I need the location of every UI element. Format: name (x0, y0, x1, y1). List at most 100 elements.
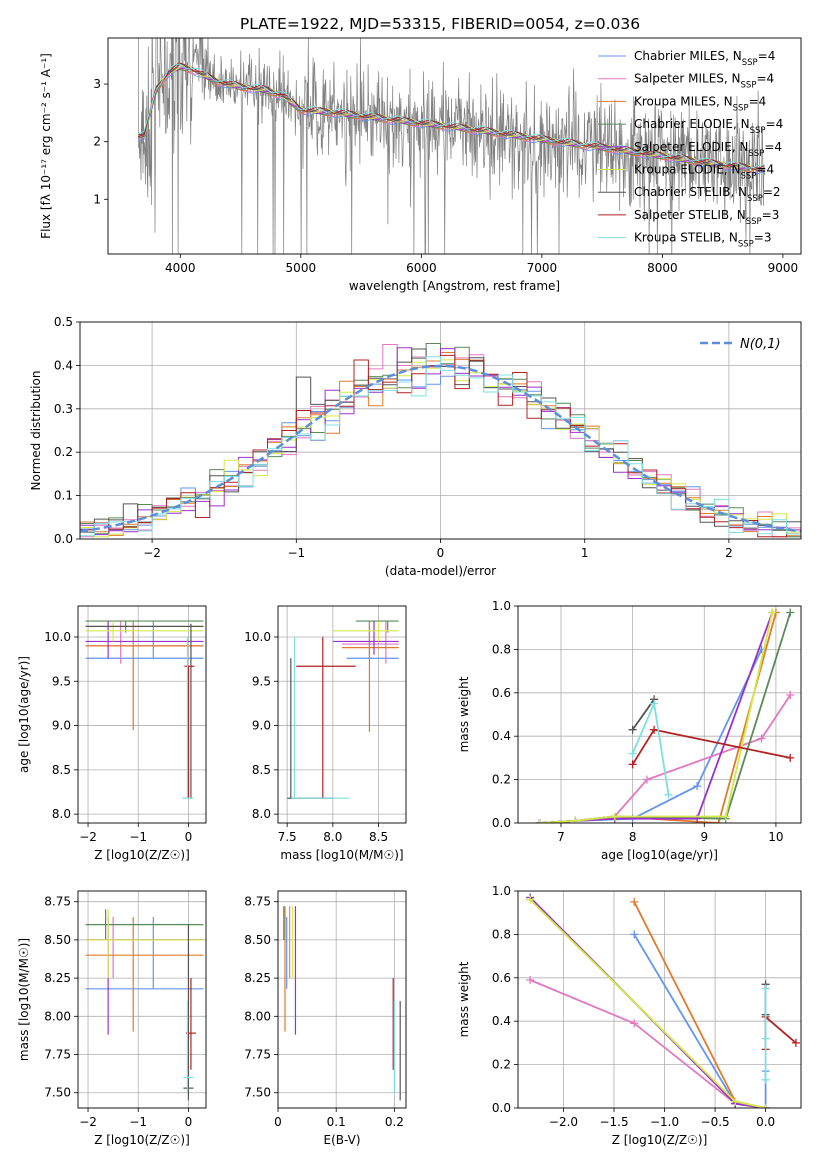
weight-marker (786, 690, 795, 699)
x-axis-label: Z [log10(Z/Z☉)] (612, 1133, 708, 1147)
y-axis-label: mass weight (457, 961, 471, 1037)
y-tick-label: 8.75 (244, 895, 271, 909)
y-tick-label: 8.0 (252, 807, 271, 821)
weight-marker (630, 897, 639, 906)
y-tick-label: 7.75 (44, 1048, 71, 1062)
axes-residuals: −2 −1 0 1 2 0.0 0.1 0.2 0.3 0.4 0.5 (data-model)/er… (29, 315, 802, 578)
x-tick-label: −1 (129, 1115, 147, 1129)
legend-entry: Chabrier MILES, NSSP=4 (634, 49, 775, 68)
x-tick-label: −2 (79, 1115, 97, 1129)
weight-marker (721, 812, 730, 821)
weight-marker (761, 1034, 770, 1043)
weight-line-8 (631, 700, 670, 795)
y-tick-label: 7.75 (244, 1048, 271, 1062)
y-tick-label: 8.5 (52, 763, 71, 777)
weight-line-5 (529, 899, 766, 1108)
x-tick-label: 7000 (527, 261, 558, 275)
y-tick-label: 9.0 (52, 719, 71, 733)
x-tick-label: −0.5 (701, 1115, 730, 1129)
y-tick-label: 8.50 (244, 933, 271, 947)
model-spectrum-6 (138, 63, 765, 171)
axes-frame (517, 890, 802, 1109)
weight-marker (628, 725, 637, 734)
x-tick-label: 4000 (165, 261, 196, 275)
weight-marker (535, 819, 544, 823)
axes-frame (77, 605, 207, 824)
weight-marker (650, 725, 659, 734)
y-tick-label: 0.8 (492, 927, 511, 941)
x-tick-label: 7.5 (278, 830, 297, 844)
x-tick-label: 9 (700, 830, 708, 844)
x-tick-label: 5000 (286, 261, 317, 275)
y-tick-label: 9.5 (52, 674, 71, 688)
weight-line-1 (539, 694, 792, 823)
y-tick-label: 0.2 (492, 773, 511, 787)
weight-line-2 (539, 612, 777, 823)
x-tick-label: 8000 (647, 261, 678, 275)
y-tick-label: 8.25 (244, 971, 271, 985)
y-tick-label: 8.25 (44, 971, 71, 985)
y-axis-label: age [log10(age/yr)] (17, 656, 31, 773)
x-tick-label: 9000 (768, 261, 799, 275)
x-axis-label: age [log10(age/yr)] (601, 848, 718, 862)
y-tick-label: 0.0 (54, 532, 73, 546)
y-axis-label: mass [log10(M/M☉)] (17, 938, 31, 1061)
x-tick-label: 8.0 (323, 830, 342, 844)
axes-Z-weight: −2.0 −1.5 −1.0 −0.5 0.0 0.0 0.2 0.4 0.6 0.8 1.0 Z [… (457, 884, 802, 1147)
figure-title: PLATE=1922, MJD=53315, FIBERID=0054, z=0… (240, 15, 640, 33)
x-tick-label: 0 (185, 1115, 193, 1129)
y-tick-label: 7.50 (44, 1086, 71, 1100)
x-tick-label: −1 (129, 830, 147, 844)
weight-marker (791, 1038, 800, 1047)
plot-area (278, 891, 406, 1108)
legend-entry: Kroupa MILES, NSSP=4 (634, 94, 766, 113)
x-tick-label: 0 (274, 1115, 282, 1129)
y-tick-label: 0.2 (492, 1058, 511, 1072)
axes-Z-age: −2 −1 0 8.0 8.5 9.0 9.5 10.0 Z [log10(Z/Z☉)] age … (17, 605, 207, 862)
legend-entry: Salpeter MILES, NSSP=4 (634, 72, 774, 91)
legend-entry: Chabrier STELIB, NSSP=2 (634, 185, 781, 204)
weight-marker (757, 734, 766, 743)
weight-marker (642, 775, 651, 784)
y-tick-label: 0.4 (492, 1014, 511, 1028)
y-tick-label: 8.75 (44, 895, 71, 909)
weight-marker (526, 895, 535, 904)
plot-area (278, 606, 406, 823)
x-tick-label: −1.0 (650, 1115, 679, 1129)
weight-line-7 (764, 1014, 797, 1050)
weight-line-7 (631, 728, 791, 765)
y-tick-label: 1.0 (492, 884, 511, 898)
y-tick-label: 0.3 (54, 402, 73, 416)
y-tick-label: 8.00 (244, 1009, 271, 1023)
plot-area (80, 322, 801, 539)
weight-marker (761, 1075, 770, 1084)
y-tick-label: 10.0 (44, 630, 71, 644)
y-tick-label: 8.0 (52, 807, 71, 821)
y-tick-label: 1.0 (492, 599, 511, 613)
histogram-8 (80, 356, 801, 537)
model-spectrum-8 (137, 63, 765, 169)
weight-line-6 (631, 698, 655, 731)
y-tick-label: 8.00 (44, 1009, 71, 1023)
y-tick-label: 8.5 (252, 763, 271, 777)
x-axis-label: wavelength [Angstrom, rest frame] (349, 279, 560, 293)
x-tick-label: −2.0 (549, 1115, 578, 1129)
weight-marker (714, 819, 723, 823)
axes-frame (77, 890, 207, 1109)
y-tick-label: 2 (93, 135, 101, 149)
x-axis-label: Z [log10(Z/Z☉)] (94, 848, 190, 862)
x-tick-label: −1 (287, 546, 305, 560)
x-axis-label: Z [log10(Z/Z☉)] (94, 1133, 190, 1147)
legend-entry: N(0,1) (740, 337, 781, 352)
y-tick-label: 0.8 (492, 642, 511, 656)
y-tick-label: 0.6 (492, 971, 511, 985)
y-axis-label: Flux [fλ 10⁻¹⁷ erg cm⁻² s⁻¹ A⁻¹] (39, 53, 53, 239)
axes-frame (277, 605, 407, 824)
weight-marker (628, 760, 637, 769)
weight-marker (571, 816, 580, 823)
plot-area (78, 891, 206, 1108)
axes-frame (517, 605, 802, 824)
y-tick-label: 0.4 (54, 358, 73, 372)
x-axis-label: mass [log10(M/M☉)] (280, 848, 403, 862)
